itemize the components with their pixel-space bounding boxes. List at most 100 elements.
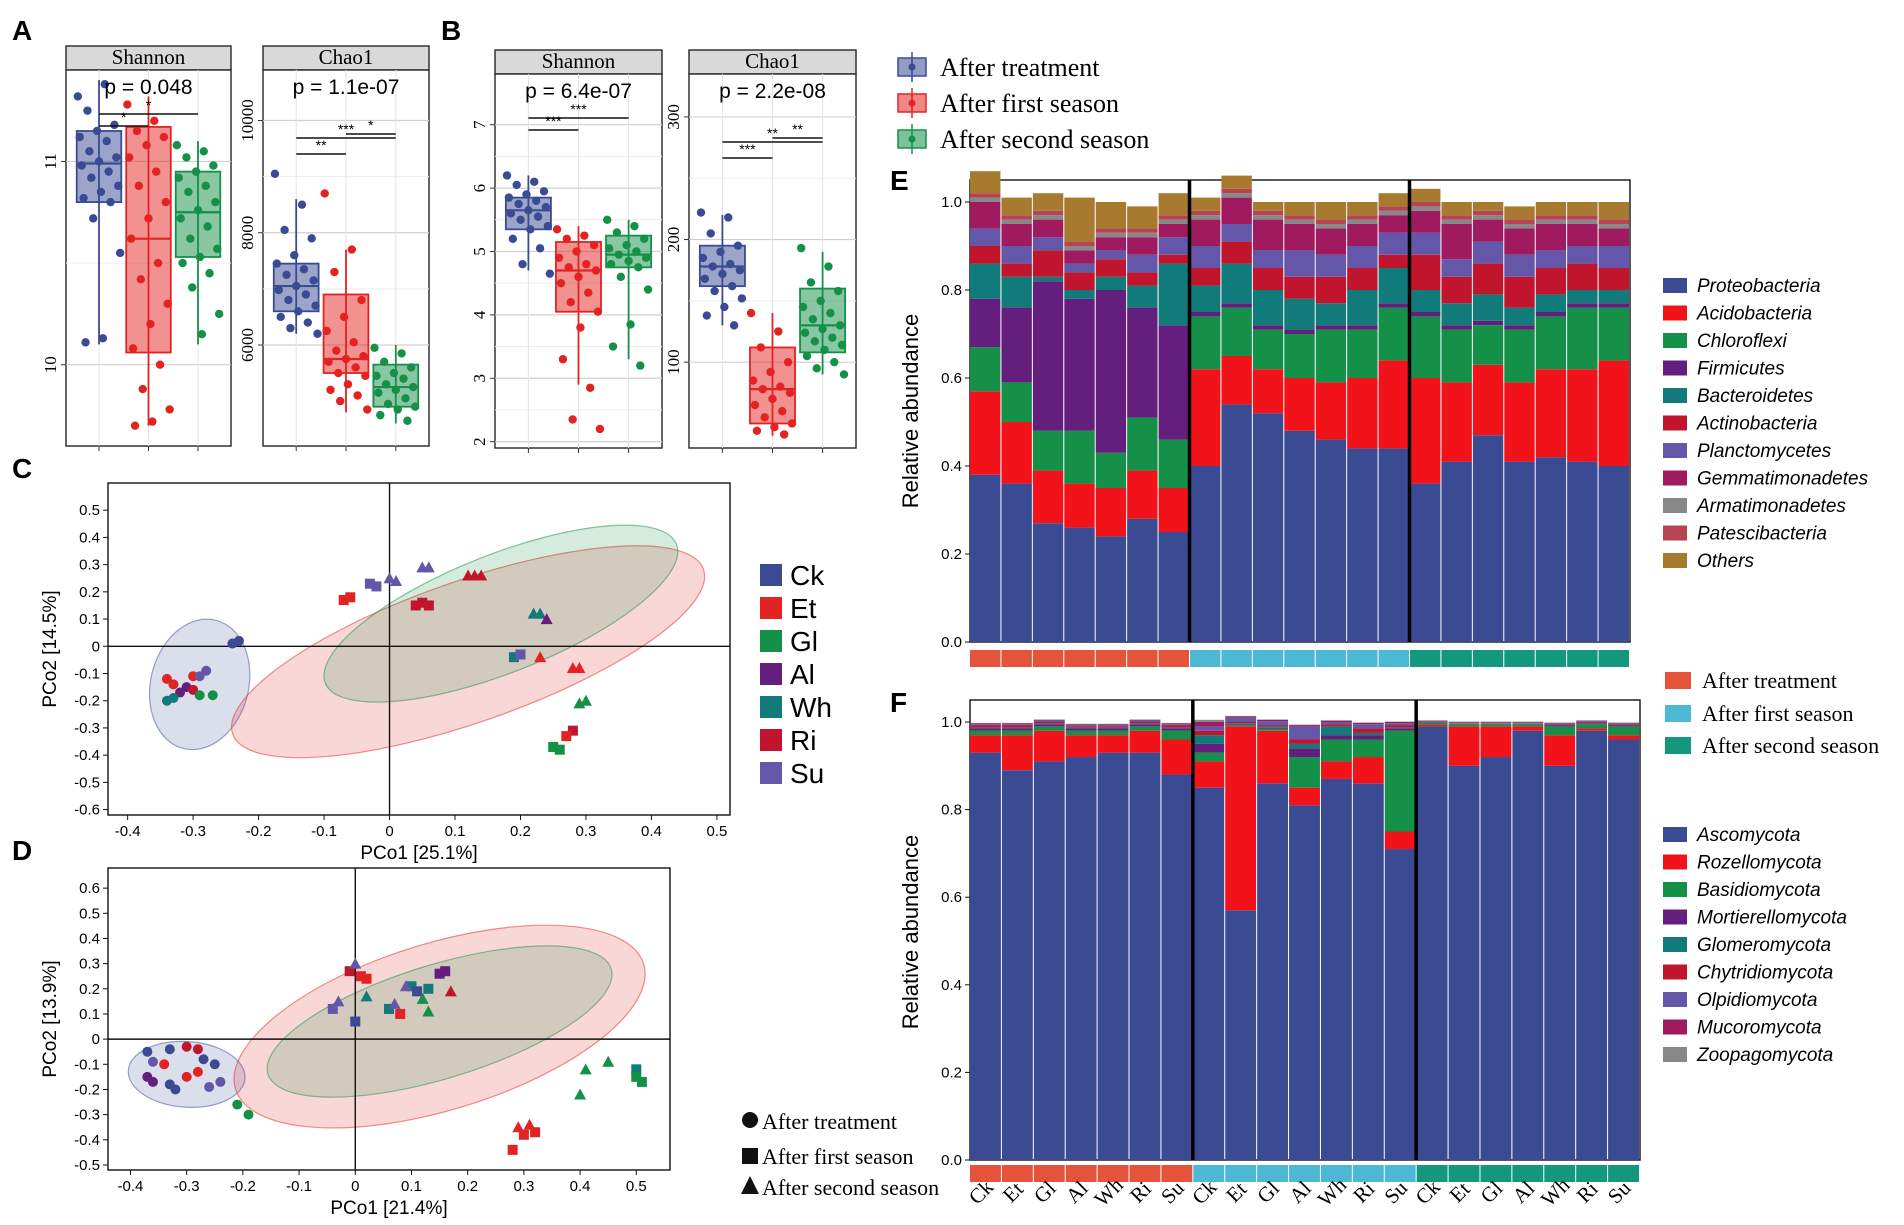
bar-segment: [970, 735, 1001, 753]
bar-segment: [1190, 316, 1220, 369]
data-point: [809, 315, 817, 323]
legend-swatch: [1663, 553, 1687, 568]
data-point: [135, 182, 143, 190]
bar-segment: [1284, 334, 1314, 378]
panel-letter-c: C: [12, 453, 32, 484]
bar-segment: [1504, 224, 1534, 228]
y-tick-label: 6: [470, 184, 489, 193]
strip-title: Chao1: [745, 49, 800, 73]
bar-segment: [1441, 382, 1471, 461]
bar-segment: [1225, 910, 1256, 1160]
legend-label: Mortierellomycota: [1697, 908, 1847, 929]
x-tick-label: -0.4: [118, 1178, 144, 1195]
bar-segment: [1599, 202, 1629, 220]
y-axis-label: PCo2 [14.5%]: [40, 590, 61, 707]
bar-segment: [1257, 727, 1288, 728]
bar-segment: [1536, 316, 1566, 369]
bar-segment: [1599, 303, 1629, 307]
group-strip-cell: [1001, 650, 1031, 667]
data-point: [524, 206, 532, 214]
bar-segment: [1347, 220, 1377, 224]
bar-segment: [970, 264, 1000, 299]
bar-segment: [1316, 382, 1346, 439]
bar-segment: [1379, 308, 1409, 361]
legend-label: Olpidiomycota: [1697, 990, 1817, 1011]
season-legend-item: After first season: [898, 88, 1119, 118]
data-point: [747, 309, 755, 317]
legend-label: Armatimonadetes: [1696, 496, 1846, 517]
bar-segment: [1225, 723, 1256, 724]
bar-segment: [1504, 220, 1534, 224]
bar-segment: [1536, 312, 1566, 316]
data-point: [780, 430, 788, 438]
bar-segment: [1034, 726, 1065, 730]
x-tick-label: -0.3: [180, 823, 206, 840]
legend-label: Planctomycetes: [1697, 441, 1832, 462]
bar-segment: [1316, 202, 1346, 220]
figure-canvas: A B C D E F After treatment After first …: [0, 0, 1904, 1225]
data-point: [807, 278, 815, 286]
bar-segment: [1159, 215, 1189, 219]
data-point: [176, 214, 184, 222]
legend-swatch: [1663, 827, 1687, 842]
season-legend-label: After treatment: [940, 53, 1100, 82]
bar-segment: [1221, 198, 1251, 224]
y-tick-label: 0.4: [79, 529, 100, 546]
group-strip-cell: [1347, 650, 1377, 667]
bar-segment: [1410, 316, 1440, 378]
bar-segment: [1257, 731, 1288, 784]
bar-segment: [1127, 286, 1157, 308]
bar-segment: [1066, 735, 1097, 757]
point-circle: [142, 1047, 152, 1057]
data-point: [97, 188, 105, 196]
bar-segment: [1473, 242, 1503, 264]
legend-label: Actinobacteria: [1696, 414, 1817, 435]
bar-segment: [1289, 805, 1320, 1160]
data-point: [761, 413, 769, 421]
bar-segment: [1064, 250, 1094, 263]
bar-segment: [1190, 198, 1220, 211]
treatment-legend-swatch-gl: [760, 630, 782, 652]
data-point: [644, 285, 652, 293]
y-tick-label: 3: [470, 374, 489, 383]
shape-legend-label: After treatment: [762, 1109, 897, 1134]
bar-segment: [1379, 360, 1409, 448]
data-point: [724, 213, 732, 221]
bar-segment: [970, 726, 1001, 728]
data-point: [632, 247, 640, 255]
data-point: [563, 235, 571, 243]
data-point: [348, 245, 356, 253]
data-point: [574, 273, 582, 281]
bar-segment: [970, 299, 1000, 347]
data-point: [175, 174, 183, 182]
treatment-legend-label: Ri: [790, 725, 816, 756]
bar-segment: [1599, 466, 1629, 642]
point-circle: [193, 1044, 203, 1054]
bar-segment: [1098, 726, 1129, 727]
bar-segment: [1441, 220, 1471, 224]
bar-segment: [1321, 726, 1352, 735]
bar-segment: [1608, 724, 1639, 725]
bar-segment: [1001, 422, 1031, 484]
data-point: [584, 288, 592, 296]
group-strip-cell: [1257, 1165, 1288, 1182]
bar-group-legend-swatch-treatment: [1665, 672, 1691, 689]
bar-segment: [1002, 729, 1033, 731]
data-point: [152, 167, 160, 175]
group-strip-cell: [1002, 1165, 1033, 1182]
bar-segment: [1161, 729, 1192, 731]
y-tick-label: -0.2: [74, 693, 100, 710]
bar-segment: [1385, 849, 1416, 1160]
x-tick-label: -0.1: [311, 823, 337, 840]
y-tick-label: 0: [92, 1031, 100, 1048]
data-point: [640, 235, 648, 243]
shape-legend-label: After second season: [762, 1175, 939, 1200]
bar-segment: [1321, 735, 1352, 739]
data-point: [509, 235, 517, 243]
data-point: [630, 222, 638, 230]
group-strip-cell: [1190, 650, 1220, 667]
bar-segment: [1567, 202, 1597, 215]
significance-label: ***: [570, 101, 587, 117]
data-point: [720, 303, 728, 311]
point-square: [395, 1009, 405, 1019]
